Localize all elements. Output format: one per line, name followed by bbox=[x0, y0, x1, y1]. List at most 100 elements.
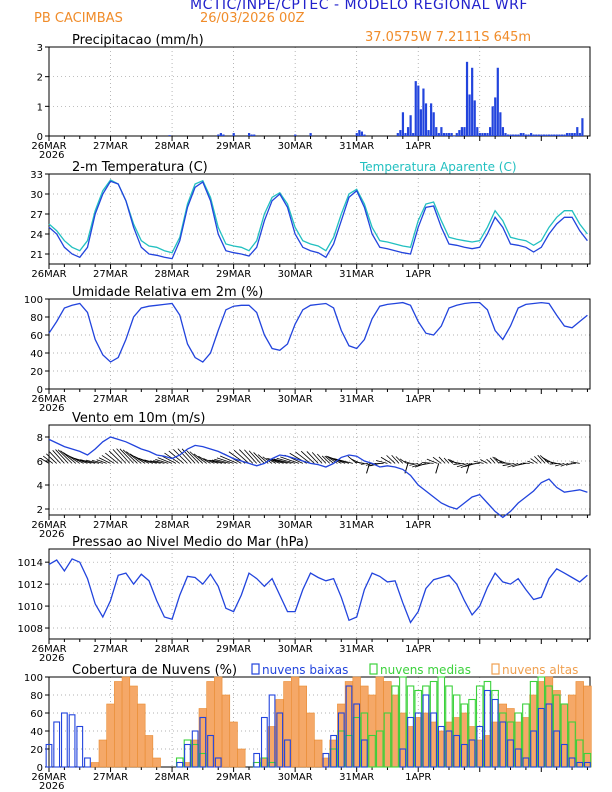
x-tick-label: 31MAR bbox=[339, 141, 374, 152]
cloud-high-bar bbox=[375, 676, 384, 768]
cloud-medium-bar bbox=[252, 761, 261, 768]
wind-arrow bbox=[85, 459, 100, 464]
pressure-line bbox=[48, 558, 588, 624]
cloud-high-bar bbox=[583, 685, 592, 768]
precip-bar bbox=[458, 130, 461, 136]
precip-bar bbox=[483, 133, 487, 136]
precip-bar bbox=[517, 134, 520, 136]
humidity-line bbox=[48, 301, 588, 363]
cloud-low-bar bbox=[584, 761, 591, 768]
y-tick-label: 60 bbox=[30, 709, 43, 720]
y-tick-label: 1012 bbox=[18, 580, 43, 591]
wind-arrow bbox=[395, 456, 404, 464]
legend-apparent-temperature: Temperatura Aparente (C) bbox=[359, 160, 517, 174]
cloud-high-bar bbox=[91, 762, 100, 768]
y-tick-label: 1010 bbox=[18, 602, 43, 613]
precip-bar bbox=[530, 133, 533, 136]
legend-high-clouds: nuvens altas bbox=[502, 663, 578, 677]
cloud-high-bar bbox=[575, 681, 584, 768]
precip-bar bbox=[571, 133, 574, 136]
wind-arrow bbox=[517, 463, 526, 466]
precip-bar bbox=[499, 112, 502, 136]
model-run-date: 26/03/2026 00Z bbox=[200, 11, 305, 26]
cloud-low-bar bbox=[491, 698, 499, 768]
x-tick-label: 28MAR bbox=[154, 772, 189, 783]
precip-bar bbox=[578, 133, 581, 136]
wind-arrow bbox=[62, 452, 80, 464]
wind-arrow bbox=[450, 461, 461, 464]
x-tick-label: 1APR bbox=[405, 520, 431, 531]
precip-bar bbox=[442, 133, 446, 136]
cloud-medium-bar bbox=[375, 730, 384, 768]
wind-arrow bbox=[122, 449, 138, 464]
x-tick-label: 26MAR bbox=[31, 644, 66, 655]
wind-arrow bbox=[220, 455, 238, 464]
cloud-low-bar bbox=[284, 739, 291, 768]
cloud-low-bar bbox=[207, 734, 214, 768]
precip-bar bbox=[509, 134, 512, 136]
y-tick-label: 30 bbox=[30, 190, 43, 201]
precip-bar bbox=[494, 97, 497, 136]
wind-arrow bbox=[248, 450, 261, 464]
precip-bar bbox=[409, 115, 412, 136]
precip-bar bbox=[168, 135, 171, 136]
y-tick-label: 80 bbox=[30, 313, 43, 324]
wind-arrow bbox=[560, 463, 569, 467]
panel-frame bbox=[48, 298, 591, 390]
precip-bar bbox=[396, 133, 399, 136]
cloud-low-bar bbox=[399, 748, 407, 768]
precip-bar bbox=[417, 85, 420, 136]
wind-arrow bbox=[105, 452, 119, 464]
precip-bar bbox=[358, 130, 361, 136]
wind-arrow bbox=[150, 460, 161, 464]
cloud-medium-bar bbox=[368, 734, 376, 768]
wind-arrow bbox=[155, 459, 169, 464]
wind-arrow bbox=[116, 448, 131, 464]
cloud-low-bar bbox=[484, 689, 491, 768]
wind-arrow bbox=[189, 451, 204, 464]
precip-bar bbox=[430, 103, 433, 136]
y-tick-label: 27 bbox=[30, 210, 43, 221]
x-tick-label: 27MAR bbox=[93, 644, 128, 655]
precip-bar bbox=[558, 134, 561, 136]
precip-bar bbox=[478, 133, 481, 136]
y-tick-label: 1014 bbox=[18, 558, 43, 569]
cloud-high-bar bbox=[121, 676, 131, 768]
precip-bar bbox=[553, 134, 556, 136]
wind-arrow bbox=[447, 458, 454, 464]
cloud-low-bar bbox=[414, 712, 422, 768]
precip-bar bbox=[437, 133, 440, 136]
panel-frame bbox=[48, 548, 591, 640]
y-tick-label: 100 bbox=[24, 295, 43, 306]
precip-bar bbox=[514, 134, 517, 136]
cloud-high-bar bbox=[383, 681, 392, 768]
precip-bar bbox=[491, 106, 494, 136]
x-tick-label: 28MAR bbox=[154, 141, 189, 152]
precip-bar bbox=[440, 127, 443, 136]
cloud-high-bar bbox=[229, 721, 238, 768]
cloud-high-bar bbox=[290, 676, 300, 768]
wind-arrow bbox=[486, 458, 492, 464]
precip-bar bbox=[222, 134, 225, 136]
precip-bar bbox=[455, 133, 458, 136]
x-tick-label: 31MAR bbox=[339, 394, 374, 405]
temperature-line bbox=[48, 180, 588, 260]
cloud-high-bar bbox=[298, 685, 307, 768]
cloud-high-bar bbox=[114, 681, 123, 768]
wind-arrow bbox=[570, 461, 580, 464]
x-tick-label: 27MAR bbox=[93, 141, 128, 152]
precip-bar bbox=[568, 133, 571, 136]
precip-bar bbox=[542, 134, 546, 136]
legend-high-clouds-swatch bbox=[491, 663, 500, 675]
wind-arrow bbox=[438, 456, 446, 464]
wind-arrow bbox=[466, 463, 470, 474]
cloud-low-bar bbox=[453, 734, 461, 768]
x-tick-label: 26MAR bbox=[31, 269, 66, 280]
x-tick-label: 28MAR bbox=[154, 394, 189, 405]
wind-arrow bbox=[375, 460, 388, 464]
wind-arrow bbox=[193, 453, 207, 464]
cloud-high-bar bbox=[98, 739, 107, 768]
precip-bar bbox=[404, 133, 407, 136]
wind-arrow bbox=[386, 455, 396, 464]
cloud-low-bar bbox=[568, 757, 576, 768]
